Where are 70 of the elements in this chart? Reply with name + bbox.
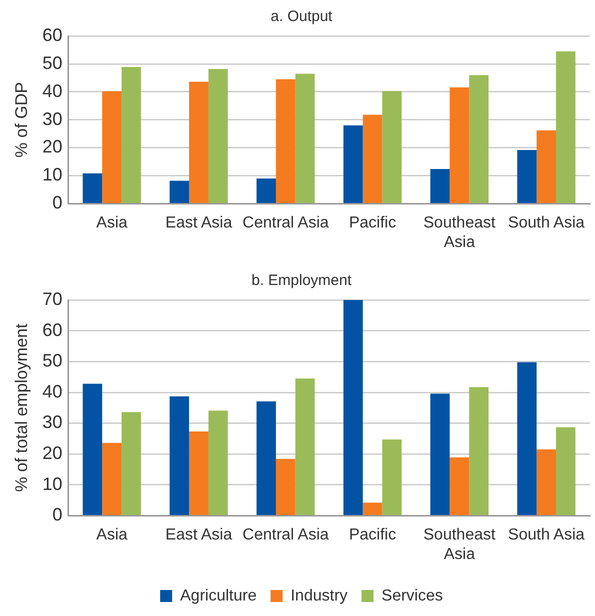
y-tick-label: 40 (42, 381, 62, 402)
bar (170, 180, 190, 203)
bar (102, 442, 122, 515)
x-tick-label: South Asia (508, 526, 585, 544)
bar (189, 82, 208, 203)
y-tick-label: 10 (42, 164, 62, 185)
bar (208, 410, 228, 515)
bar (189, 432, 208, 515)
bar (556, 427, 576, 515)
bar (556, 51, 576, 203)
y-tick-label: 20 (42, 136, 62, 157)
bar (343, 125, 363, 203)
bar (170, 396, 190, 515)
bar (276, 458, 296, 515)
bar (343, 300, 363, 515)
bar (430, 394, 450, 515)
bar (536, 130, 556, 203)
y-tick-label: 60 (42, 320, 62, 340)
x-tick-label: Asia (96, 214, 128, 232)
legend-label: Agriculture (180, 587, 257, 604)
x-tick-label: Central Asia (242, 214, 329, 232)
bar (295, 74, 315, 203)
legend-label: Industry (290, 587, 348, 604)
x-tick-label: Pacific (348, 214, 396, 232)
bar (256, 178, 276, 203)
bar (122, 67, 141, 203)
x-tick-label: South Asia (508, 214, 585, 232)
bar (450, 457, 470, 515)
bar (362, 114, 382, 203)
y-tick-label: 70 (42, 288, 62, 309)
y-tick-label: 50 (42, 350, 62, 371)
y-tick-label: 30 (42, 108, 62, 129)
bar (450, 87, 470, 203)
bar (517, 150, 537, 203)
y-tick-label: 40 (42, 80, 62, 101)
bar (517, 362, 537, 515)
y-tick-label: 0 (52, 504, 62, 525)
bar (102, 91, 122, 203)
bar (256, 401, 276, 515)
bar (382, 440, 402, 515)
chart-title: b. Employment (251, 272, 352, 290)
bar (469, 75, 489, 203)
bar (295, 378, 315, 515)
y-tick-label: 30 (42, 412, 62, 432)
bar (469, 387, 489, 515)
x-tick-label: Asia (96, 526, 128, 544)
x-tick-label: East Asia (165, 526, 232, 544)
bar (276, 79, 296, 203)
y-axis-title: % of total employment (12, 323, 31, 492)
x-tick-label: Southeast Asia (423, 214, 496, 251)
bar (82, 384, 102, 515)
y-axis-title: % of GDP (12, 82, 31, 158)
bar (430, 168, 450, 203)
bar (122, 412, 141, 515)
chart-title: a. Output (270, 8, 334, 26)
x-tick-label: Central Asia (242, 526, 329, 544)
y-tick-label: 0 (52, 192, 62, 213)
legend-label: Services (382, 587, 443, 604)
bar (208, 68, 228, 203)
y-tick-label: 10 (42, 474, 62, 494)
x-tick-label: Pacific (348, 526, 396, 544)
x-tick-label: Southeast Asia (423, 526, 496, 563)
y-tick-label: 50 (42, 52, 62, 73)
bar (382, 91, 402, 203)
y-tick-label: 20 (42, 442, 62, 463)
bar (536, 449, 556, 515)
y-tick-label: 60 (42, 24, 62, 45)
x-tick-label: East Asia (165, 214, 232, 232)
bar (362, 502, 382, 515)
bar (82, 173, 102, 203)
